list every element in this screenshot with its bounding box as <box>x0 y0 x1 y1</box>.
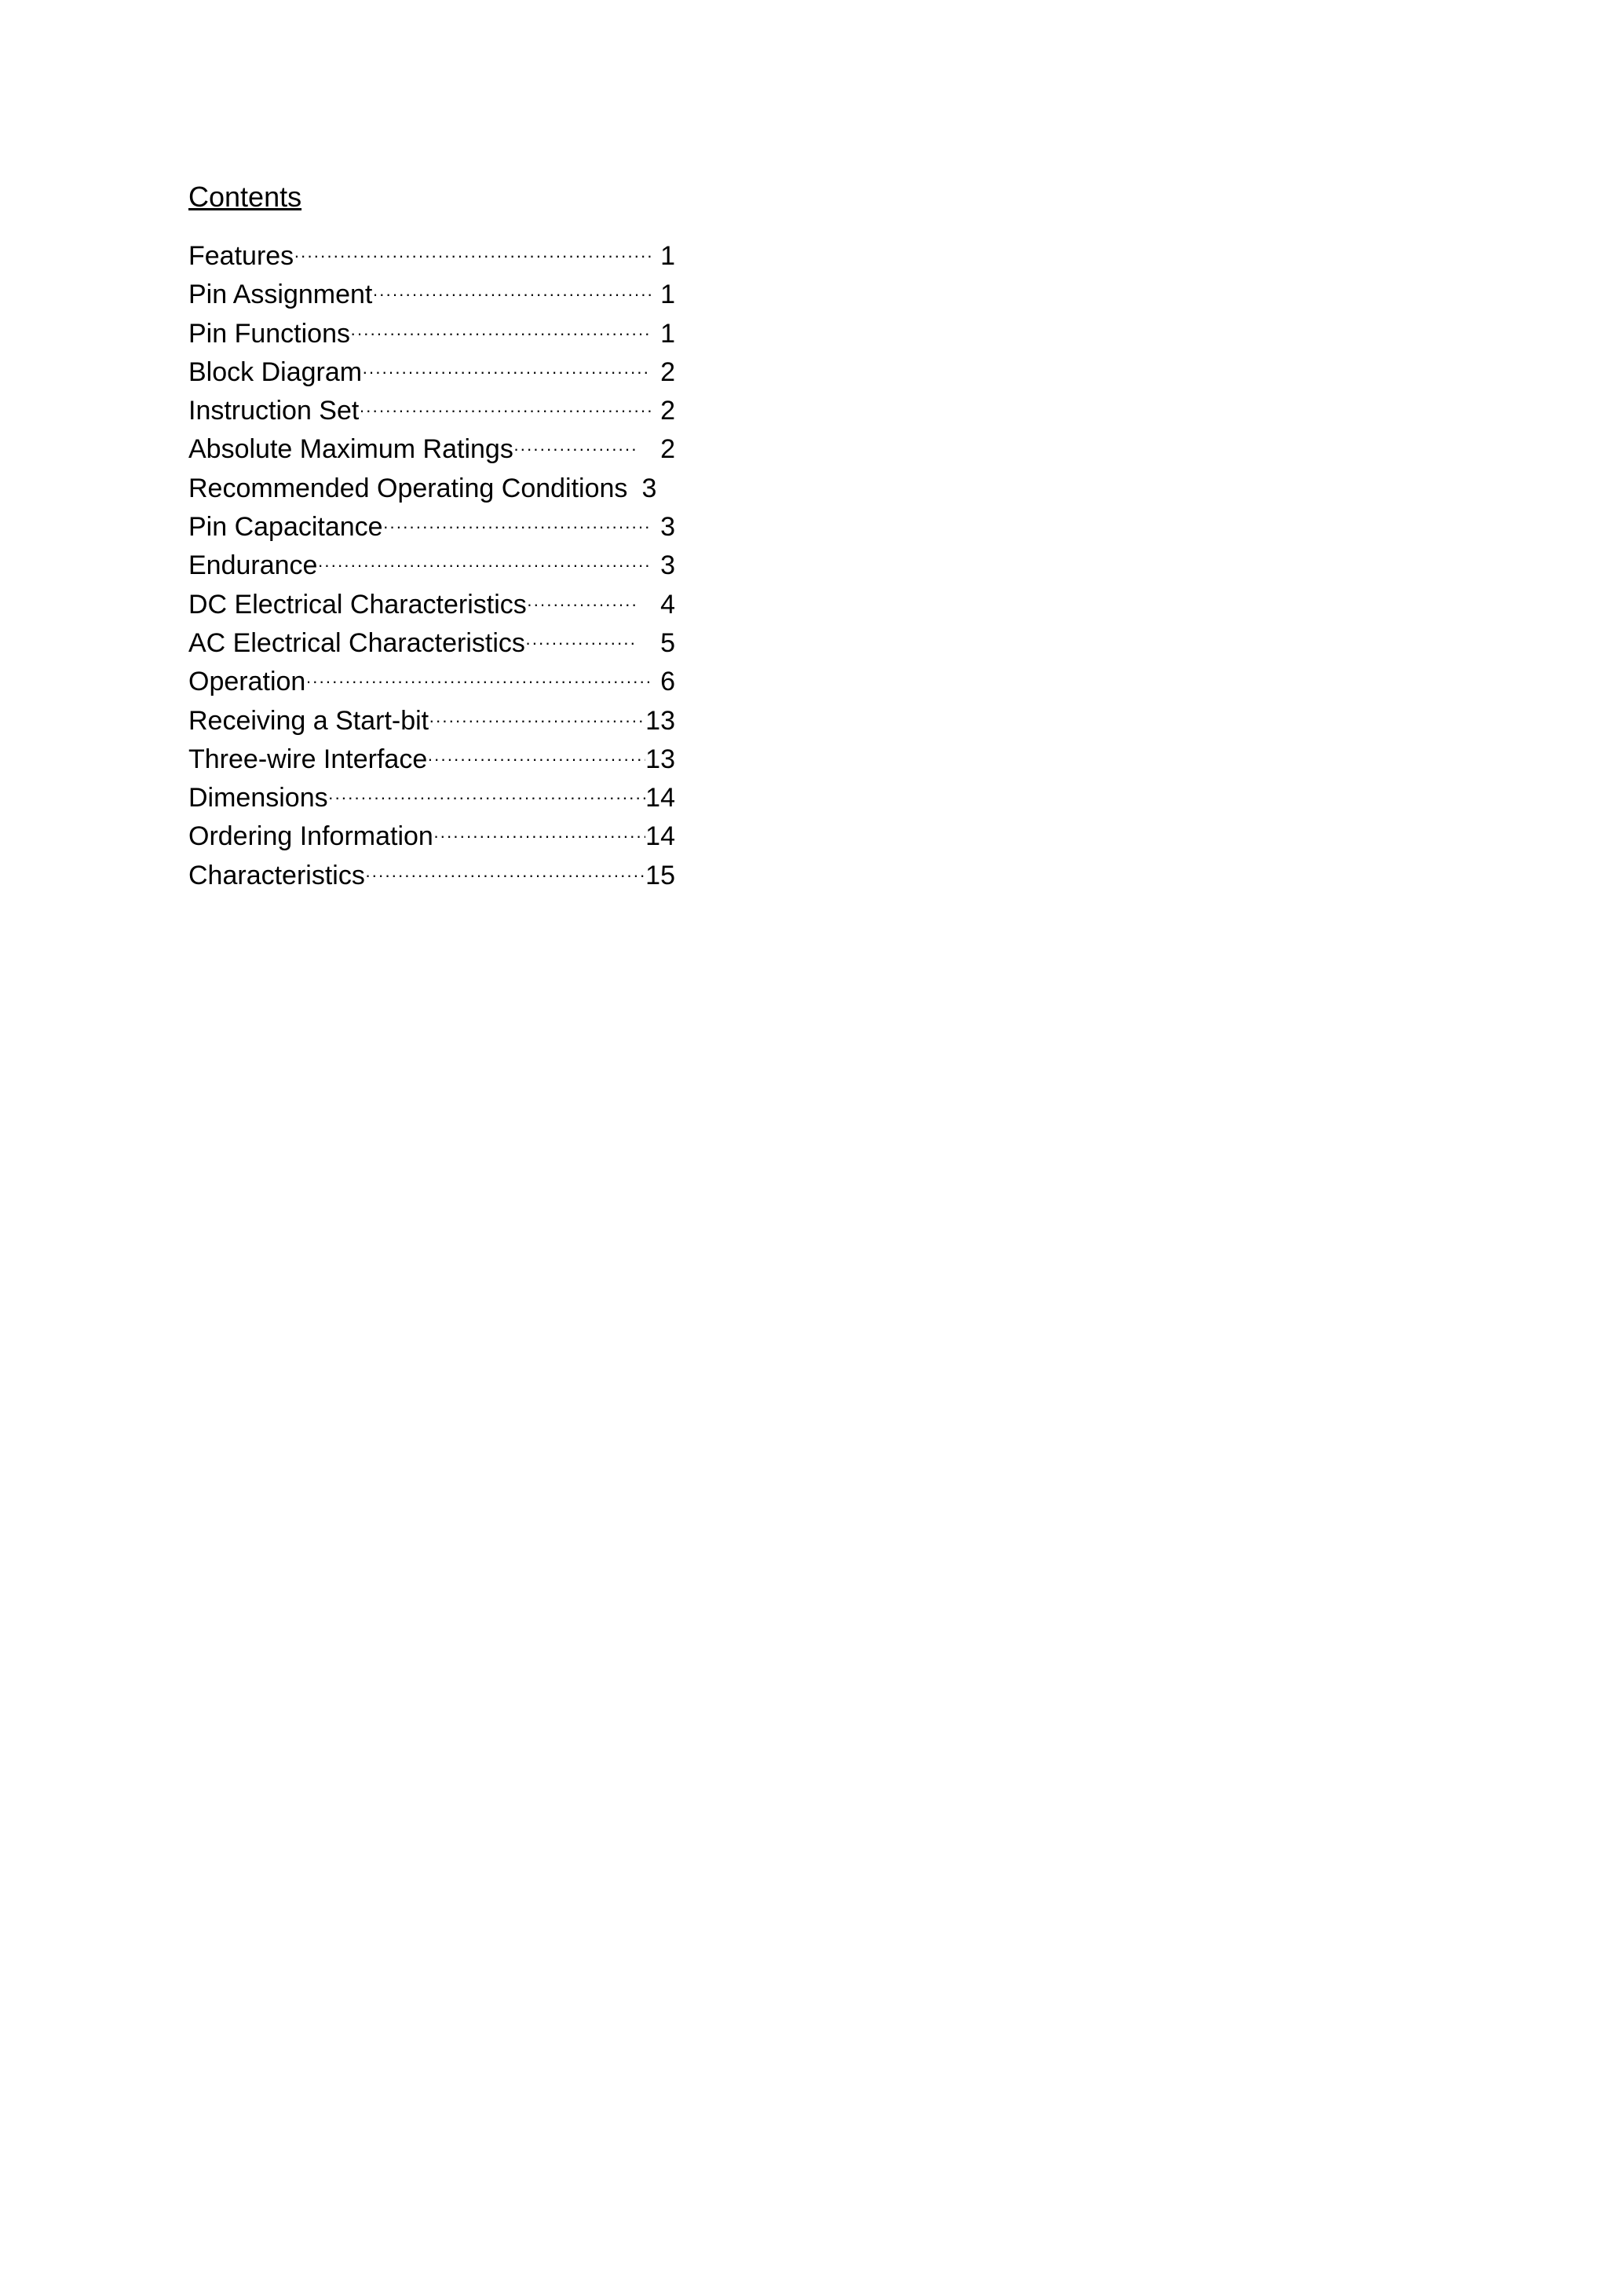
toc-leader <box>433 824 645 849</box>
toc-entry: Recommended Operating Conditions3 <box>188 470 675 508</box>
toc-entry: AC Electrical Characteristics 5 <box>188 624 675 663</box>
toc-entry: Pin Assignment 1 <box>188 276 675 314</box>
toc-page: 6 <box>652 663 675 701</box>
toc-leader <box>513 437 638 462</box>
toc-entry: Block Diagram 2 <box>188 353 675 392</box>
toc-title: Operation <box>188 663 305 701</box>
toc-title: AC Electrical Characteristics <box>188 624 525 663</box>
toc-leader <box>525 631 638 656</box>
toc-leader <box>294 243 652 269</box>
toc-entry: Pin Functions 1 <box>188 315 675 353</box>
toc-page: 3 <box>652 508 675 547</box>
toc-title: Receiving a Start-bit <box>188 702 429 740</box>
toc-leader <box>527 592 638 617</box>
toc-title: Recommended Operating Conditions <box>188 470 627 508</box>
toc-leader <box>305 669 652 694</box>
toc-entry: Pin Capacitance 3 <box>188 508 675 547</box>
toc-entry: Endurance 3 <box>188 547 675 585</box>
toc-page: 4 <box>638 586 675 624</box>
toc-leader <box>350 321 652 346</box>
toc-page: 3 <box>652 547 675 585</box>
toc-entry: Three-wire Interface 13 <box>188 740 675 779</box>
toc-page: 2 <box>652 353 675 392</box>
toc-page: 3 <box>627 470 656 508</box>
toc-page: 1 <box>652 315 675 353</box>
toc-title: Dimensions <box>188 779 328 817</box>
toc-page: 1 <box>652 276 675 314</box>
toc-title: Characteristics <box>188 857 365 895</box>
toc-page: 5 <box>638 624 675 663</box>
toc-leader <box>365 863 645 888</box>
toc-leader <box>359 398 652 423</box>
toc-list: Features1Pin Assignment1Pin Functions1Bl… <box>188 237 675 895</box>
toc-entry: Dimensions 14 <box>188 779 675 817</box>
toc-title: Pin Capacitance <box>188 508 383 547</box>
toc-title: Block Diagram <box>188 353 362 392</box>
toc-page: 2 <box>638 430 675 469</box>
toc-entry: Characteristics 15 <box>188 857 675 895</box>
toc-title: Instruction Set <box>188 392 359 430</box>
toc-title: Pin Assignment <box>188 276 372 314</box>
toc-entry: Receiving a Start-bit 13 <box>188 702 675 740</box>
toc-title: Features <box>188 237 294 276</box>
toc-leader <box>372 282 652 307</box>
toc-title: Pin Functions <box>188 315 350 353</box>
toc-entry: DC Electrical Characteristics 4 <box>188 586 675 624</box>
toc-leader <box>328 785 646 810</box>
toc-page: 14 <box>645 817 675 856</box>
toc-leader <box>317 553 652 578</box>
toc-title: DC Electrical Characteristics <box>188 586 527 624</box>
toc-leader <box>383 514 652 539</box>
toc-title: Three-wire Interface <box>188 740 427 779</box>
toc-page: 13 <box>645 702 675 740</box>
contents-heading: Contents <box>188 181 1434 214</box>
toc-page: 13 <box>645 740 675 779</box>
toc-entry: Ordering Information 14 <box>188 817 675 856</box>
toc-entry: Operation 6 <box>188 663 675 701</box>
toc-title: Ordering Information <box>188 817 433 856</box>
toc-entry: Absolute Maximum Ratings 2 <box>188 430 675 469</box>
toc-entry: Features 1 <box>188 237 675 276</box>
toc-title: Absolute Maximum Ratings <box>188 430 513 469</box>
toc-leader <box>427 747 645 772</box>
toc-page: 1 <box>652 237 675 276</box>
toc-title: Endurance <box>188 547 317 585</box>
toc-entry: Instruction Set 2 <box>188 392 675 430</box>
toc-page: 15 <box>645 857 675 895</box>
toc-leader <box>429 708 645 733</box>
toc-page: 14 <box>645 779 675 817</box>
toc-page: 2 <box>652 392 675 430</box>
toc-leader <box>362 360 652 385</box>
